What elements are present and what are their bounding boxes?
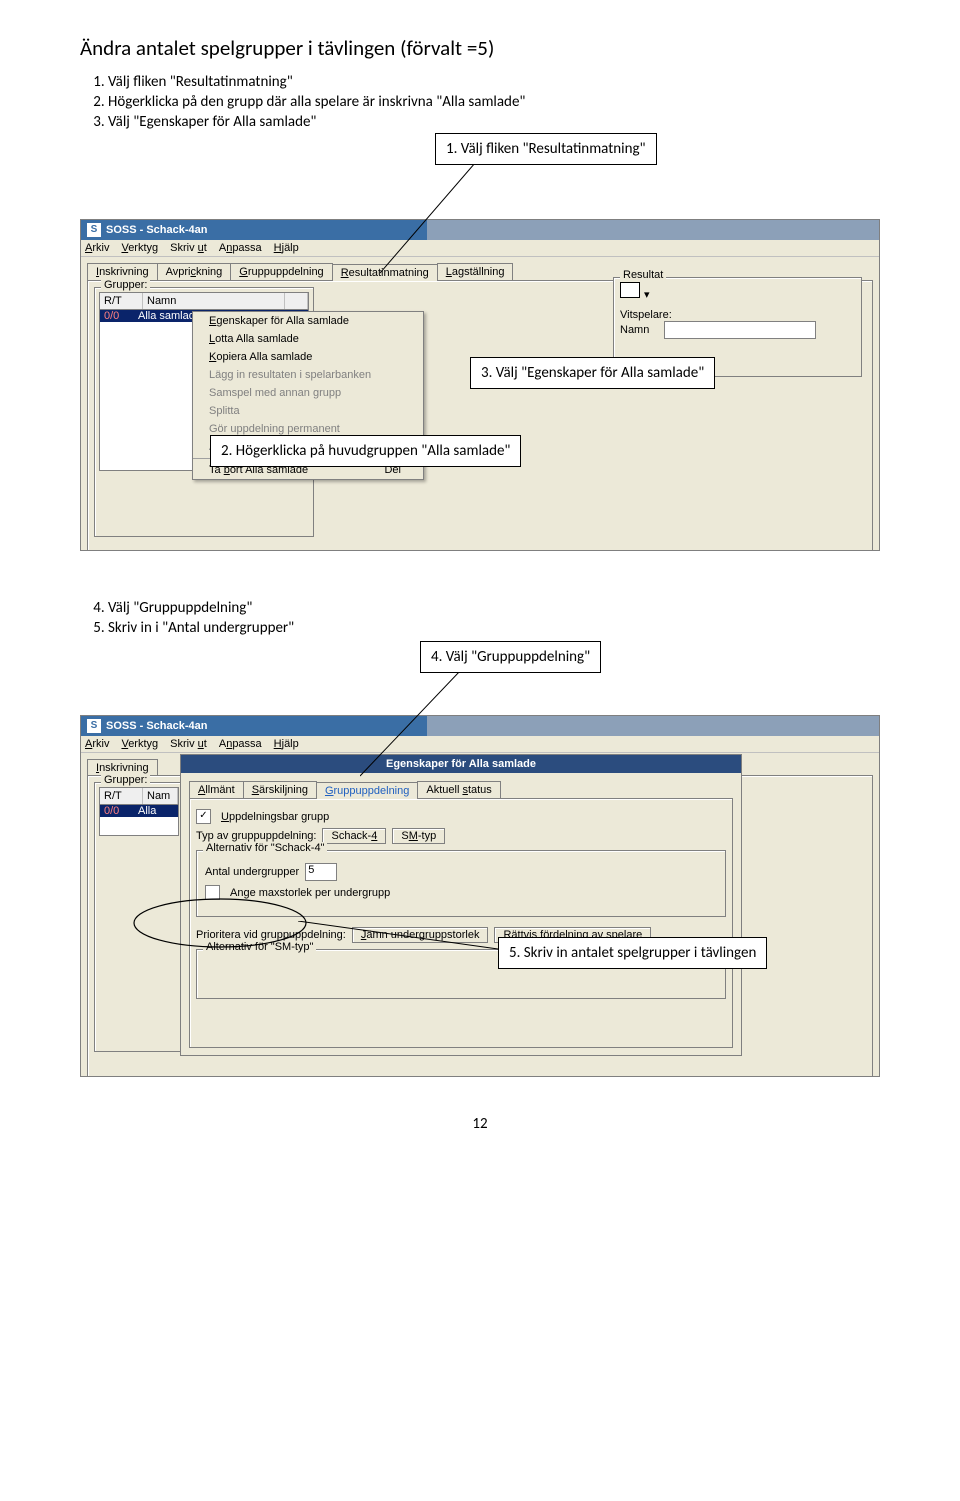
callout-1: 1. Välj fliken "Resultatinmatning"	[435, 133, 657, 165]
uppdelningsbar-row: ✓ Uppdelningsbar grupp	[196, 809, 726, 824]
step-5: Skriv in i "Antal undergrupper"	[108, 619, 880, 637]
uppdelningsbar-label: Uppdelningsbar grupp	[221, 811, 329, 823]
page-heading: Ändra antalet spelgrupper i tävlingen (f…	[80, 35, 880, 61]
sel-rt-2: 0/0	[104, 805, 138, 817]
menu-verktyg[interactable]: Verktyg	[121, 242, 158, 254]
window-title: SOSS - Schack-4an	[106, 224, 208, 236]
col-name-2: Nam	[143, 788, 178, 804]
selected-row-2[interactable]: 0/0 Alla	[100, 805, 178, 817]
print-icon[interactable]	[620, 282, 640, 298]
ctx-lagg-in: Lägg in resultaten i spelarbanken	[193, 366, 423, 384]
window-title-2: SOSS - Schack-4an	[106, 720, 208, 732]
sel-rt: 0/0	[104, 310, 138, 322]
col-rt-2: R/T	[100, 788, 143, 804]
menu-hjalp-2[interactable]: Hjälp	[274, 738, 299, 750]
sel-name-2: Alla	[138, 805, 156, 817]
menu-anpassa-2[interactable]: Anpassa	[219, 738, 262, 750]
columns-header: R/T Namn	[99, 292, 309, 310]
menu-arkiv[interactable]: Arkiv	[85, 242, 109, 254]
background-window-titlebar	[427, 220, 879, 240]
step-3: Välj "Egenskaper för Alla samlade"	[108, 113, 880, 131]
callout-2: 2. Högerklicka på huvudgruppen "Alla sam…	[210, 435, 521, 467]
tab-panel: Grupper: R/T Namn 0/0 Alla samlade	[87, 280, 873, 551]
menu-anpassa[interactable]: Anpassa	[219, 242, 262, 254]
ctx-egenskaper[interactable]: Egenskaper för Alla samlade	[193, 312, 423, 330]
steps-list-a: Välj fliken "Resultatinmatning" Högerkli…	[108, 73, 880, 131]
vitspelare-label: Vitspelare:	[620, 309, 855, 321]
grupper-label: Grupper:	[101, 279, 150, 291]
namn-label: Namn	[620, 324, 664, 336]
menu-verktyg-2[interactable]: Verktyg	[121, 738, 158, 750]
menu-hjalp[interactable]: Hjälp	[274, 242, 299, 254]
step-1: Välj fliken "Resultatinmatning"	[108, 73, 880, 91]
background-window-titlebar-2	[427, 716, 879, 736]
antal-row: Antal undergrupper 5	[205, 863, 717, 881]
tab-gruppuppdelning[interactable]: Gruppuppdelning	[230, 263, 332, 280]
schack4-group-label: Alternativ för "Schack-4"	[203, 842, 327, 854]
typ-btn-schack4[interactable]: Schack-4	[322, 828, 386, 844]
tab-inskrivning[interactable]: Inskrivning	[87, 263, 158, 280]
callout-5: 5. Skriv in antalet spelgrupper i tävlin…	[498, 937, 767, 969]
col-rt: R/T	[100, 293, 143, 309]
ctx-kopiera[interactable]: Kopiera Alla samlade	[193, 348, 423, 366]
page-number: 12	[80, 1115, 880, 1133]
ctx-splitta: Splitta	[193, 402, 423, 420]
ctx-lotta[interactable]: Lotta Alla samlade	[193, 330, 423, 348]
antal-input[interactable]: 5	[305, 863, 337, 881]
typ-btn-smtyp[interactable]: SM-typ	[392, 828, 445, 844]
callout-3: 3. Välj "Egenskaper för Alla samlade"	[470, 357, 715, 389]
tab-avprickning[interactable]: Avprickning	[157, 263, 232, 280]
col-spacer	[285, 293, 308, 309]
menu-skriv-ut[interactable]: Skriv ut	[170, 242, 207, 254]
menu-skriv-ut-2[interactable]: Skriv ut	[170, 738, 207, 750]
step-2: Högerklicka på den grupp där alla spelar…	[108, 93, 880, 111]
app-icon-2: S	[87, 719, 101, 733]
col-name: Namn	[143, 293, 285, 309]
dlg-tab-allmant[interactable]: Allmänt	[189, 781, 244, 798]
namn-field[interactable]	[664, 321, 816, 339]
ctx-samspel: Samspel med annan grupp	[193, 384, 423, 402]
callout-4: 4. Välj "Gruppuppdelning"	[420, 641, 601, 673]
menu-arkiv-2[interactable]: Arkiv	[85, 738, 109, 750]
menubar-2: Arkiv Verktyg Skriv ut Anpassa Hjälp	[81, 736, 879, 753]
list-area-2[interactable]: 0/0 Alla	[99, 805, 179, 836]
antal-label: Antal undergrupper	[205, 866, 299, 878]
columns-header-2: R/T Nam	[99, 787, 179, 805]
typ-label: Typ av gruppuppdelning:	[196, 830, 316, 842]
result-label: Resultat	[620, 269, 666, 281]
uppdelningsbar-checkbox[interactable]: ✓	[196, 809, 211, 824]
app-icon: S	[87, 223, 101, 237]
grupper-label-2: Grupper:	[101, 774, 150, 786]
step-4: Välj "Gruppuppdelning"	[108, 599, 880, 617]
steps-list-b: Välj "Gruppuppdelning" Skriv in i "Antal…	[108, 599, 880, 637]
dlg-tab-sarskiljning[interactable]: Särskiljning	[243, 781, 317, 798]
